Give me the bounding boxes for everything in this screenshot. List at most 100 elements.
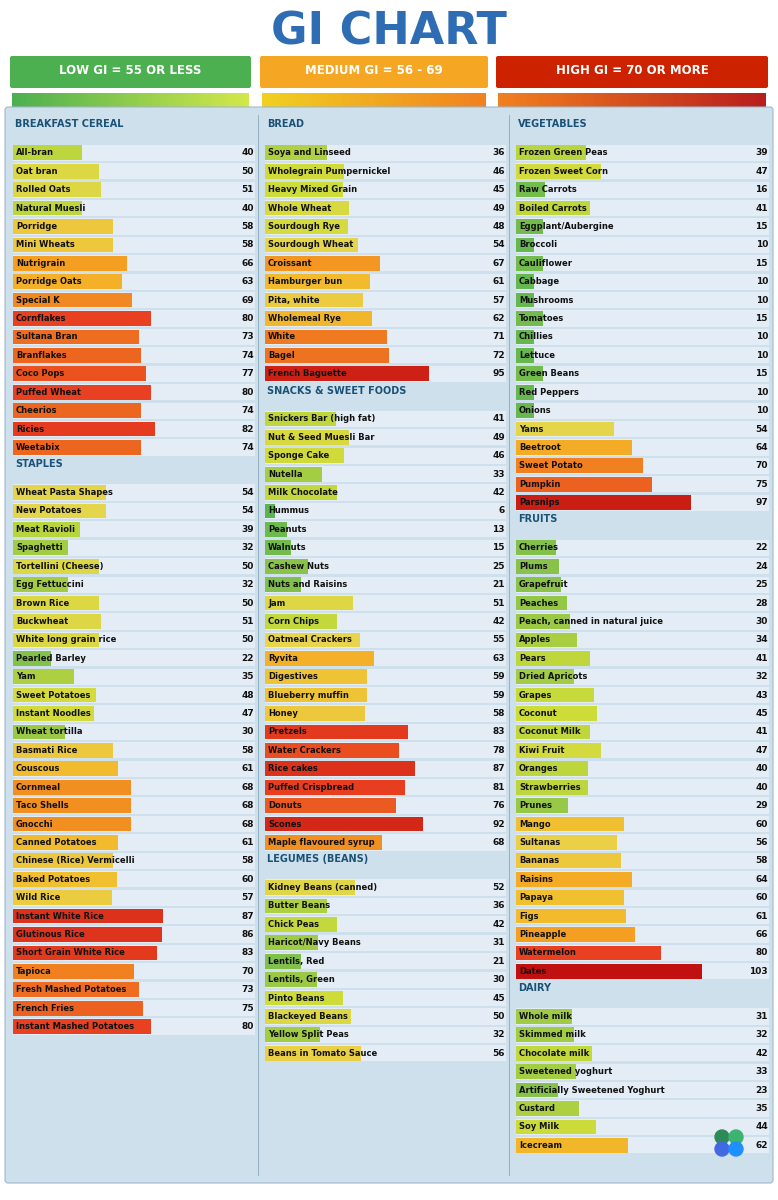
Bar (142, 92, 145, 108)
Bar (265, 503, 506, 520)
Text: Kiwi Fruit: Kiwi Fruit (519, 746, 565, 755)
Bar (149, 92, 150, 108)
Bar (95, 92, 97, 108)
Bar (473, 92, 475, 108)
Bar (469, 92, 471, 108)
Bar (32, 92, 33, 108)
Bar (217, 92, 219, 108)
Bar (447, 92, 449, 108)
Text: 86: 86 (241, 930, 254, 940)
Bar (303, 92, 305, 108)
Bar (331, 92, 333, 108)
Text: Kidney Beans (canned): Kidney Beans (canned) (268, 883, 377, 892)
Bar (516, 908, 626, 924)
Bar (541, 92, 543, 108)
Text: 46: 46 (492, 451, 505, 461)
Bar (265, 972, 506, 988)
Text: 35: 35 (755, 1104, 768, 1114)
Text: Ryvita: Ryvita (268, 654, 298, 662)
Text: Plums: Plums (519, 562, 548, 571)
Bar (145, 92, 146, 108)
Text: 58: 58 (241, 746, 254, 755)
Bar (665, 92, 668, 108)
Bar (292, 92, 294, 108)
Bar (265, 366, 506, 382)
Text: 87: 87 (492, 764, 505, 773)
Text: 21: 21 (492, 956, 505, 966)
Bar (516, 440, 632, 455)
Text: 56: 56 (755, 838, 768, 847)
Bar (272, 92, 273, 108)
Bar (313, 92, 314, 108)
Bar (13, 256, 127, 271)
Bar (20, 92, 22, 108)
Text: Coconut Milk: Coconut Milk (519, 727, 580, 737)
Text: Hamburger bun: Hamburger bun (268, 277, 342, 287)
Text: Sweet Potato: Sweet Potato (519, 461, 583, 470)
Bar (13, 871, 255, 887)
Bar (196, 92, 198, 108)
Bar (516, 614, 570, 629)
Bar (13, 181, 255, 198)
Bar (750, 92, 752, 108)
Bar (226, 92, 227, 108)
Bar (560, 92, 562, 108)
Bar (265, 632, 359, 647)
Bar (643, 92, 646, 108)
Text: Blueberry muffin: Blueberry muffin (268, 691, 349, 700)
Bar (13, 983, 139, 997)
Bar (516, 890, 625, 905)
Bar (138, 92, 140, 108)
Bar (384, 92, 385, 108)
Text: Grapefruit: Grapefruit (519, 580, 569, 589)
Bar (13, 292, 255, 308)
Bar (646, 92, 647, 108)
Text: Chinese (Rice) Vermicelli: Chinese (Rice) Vermicelli (16, 857, 135, 865)
Text: Puffed Crispbread: Puffed Crispbread (268, 782, 354, 792)
Bar (13, 614, 101, 629)
Text: 47: 47 (755, 167, 768, 175)
Bar (516, 275, 534, 289)
Bar (33, 92, 36, 108)
Bar (516, 238, 534, 252)
Bar (13, 521, 255, 538)
Bar (748, 92, 750, 108)
Bar (13, 439, 255, 456)
Text: 61: 61 (492, 277, 505, 287)
Bar (13, 311, 152, 326)
Text: 15: 15 (755, 314, 768, 323)
Bar (516, 256, 543, 271)
Bar (13, 890, 111, 905)
Bar (415, 92, 417, 108)
Bar (265, 816, 506, 832)
Bar (596, 92, 598, 108)
Bar (516, 366, 543, 382)
Text: Yam: Yam (16, 672, 36, 682)
Bar (516, 946, 661, 960)
Text: 10: 10 (755, 277, 768, 287)
Text: HIGH GI = 70 OR MORE: HIGH GI = 70 OR MORE (555, 65, 709, 78)
Bar (294, 92, 296, 108)
Bar (516, 668, 769, 685)
Bar (13, 330, 139, 344)
Bar (241, 92, 243, 108)
Text: Mushrooms: Mushrooms (519, 295, 573, 305)
Text: Jam: Jam (268, 599, 286, 607)
Text: White long grain rice: White long grain rice (16, 635, 117, 644)
Bar (757, 92, 759, 108)
Text: 22: 22 (755, 544, 768, 552)
Text: GI CHART: GI CHART (271, 11, 507, 54)
Text: 34: 34 (755, 635, 768, 644)
Text: Nut & Seed Muesli Bar: Nut & Seed Muesli Bar (268, 433, 374, 442)
Text: VEGETABLES: VEGETABLES (518, 120, 587, 130)
Bar (623, 92, 626, 108)
Bar (715, 92, 717, 108)
Bar (265, 1046, 362, 1061)
Text: 70: 70 (755, 461, 768, 470)
Bar (516, 964, 703, 979)
Bar (13, 834, 255, 851)
Bar (610, 92, 612, 108)
Bar (341, 92, 342, 108)
Text: 24: 24 (755, 562, 768, 571)
FancyBboxPatch shape (496, 56, 768, 88)
